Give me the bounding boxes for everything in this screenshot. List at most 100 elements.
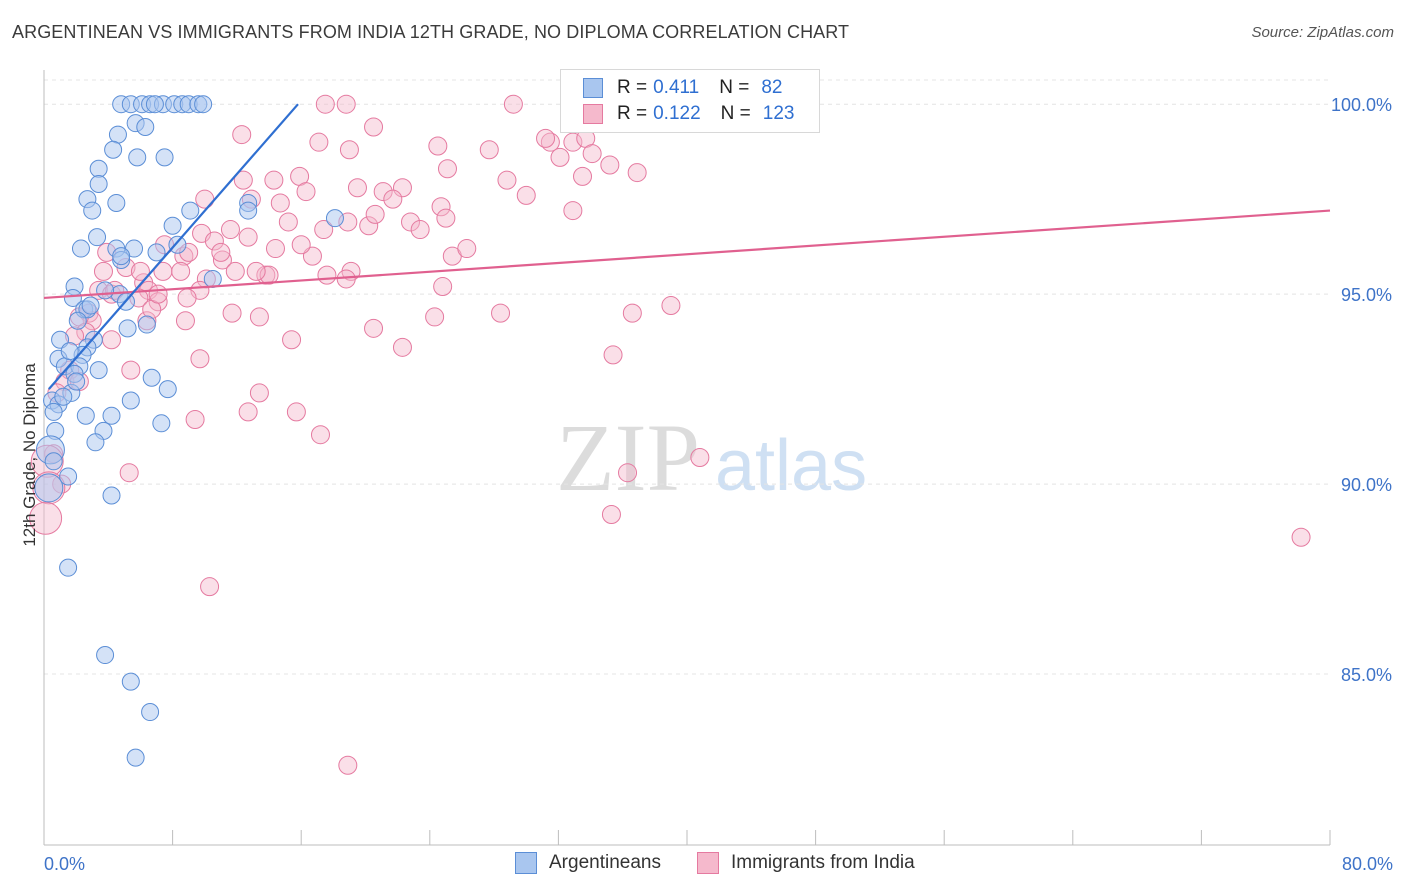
india-point [516, 185, 536, 205]
argentinean-point [44, 452, 63, 471]
india-point [296, 182, 316, 202]
y-tick-label: 100.0% [1331, 95, 1392, 115]
india-point [601, 504, 621, 524]
argentinean-point [88, 228, 107, 247]
india-point [336, 269, 356, 289]
y-tick-label: 95.0% [1341, 285, 1392, 305]
india-point [437, 159, 457, 179]
argentinean-point [137, 315, 156, 334]
legend-n-label: N = [720, 103, 751, 124]
argentinean-point [63, 288, 82, 307]
india-point [185, 410, 205, 430]
india-point [536, 128, 556, 148]
argentinean-point [89, 159, 108, 178]
india-point [249, 307, 269, 327]
india-point [190, 349, 210, 369]
legend-n-label: N = [719, 77, 750, 98]
argentinean-point [76, 406, 95, 425]
india-point [238, 227, 258, 247]
legend-row-argentineans: R = 0.411 N = 82 [583, 76, 783, 100]
argentinean-point [136, 117, 155, 136]
argentinean-point [89, 361, 108, 380]
argentinean-point [59, 467, 78, 486]
argentinean-point [107, 193, 126, 212]
india-point [282, 330, 302, 350]
india-point [491, 303, 511, 323]
india-trend-line [43, 209, 1331, 300]
legend-swatch-blue [583, 78, 603, 98]
y-axis-label: 12th Grade, No Diploma [20, 363, 39, 547]
india-point [29, 501, 63, 535]
source-label: Source: ZipAtlas.com [1251, 24, 1394, 41]
india-point [310, 425, 330, 445]
india-point [497, 170, 517, 190]
india-point [690, 448, 710, 467]
argentinean-point [68, 311, 87, 330]
india-point [627, 163, 647, 183]
india-point [661, 296, 681, 316]
india-point [148, 292, 168, 312]
india-point [119, 463, 139, 483]
legend-item-argentineans[interactable]: Argentineans [515, 852, 661, 874]
watermark-atlas: atlas [715, 426, 867, 506]
argentinean-point [142, 368, 161, 387]
india-point [563, 132, 583, 152]
india-point [238, 402, 258, 422]
india-point [102, 330, 122, 350]
india-point [1291, 527, 1311, 547]
india-point [457, 239, 477, 259]
india-point [582, 144, 602, 164]
argentinean-point [126, 748, 145, 767]
argentinean-point [145, 95, 164, 114]
india-point [347, 178, 367, 198]
india-point [563, 201, 583, 221]
india-point [428, 136, 448, 156]
india-point [233, 170, 253, 190]
india-point [212, 250, 232, 270]
india-point [622, 303, 642, 323]
argentinean-point [163, 216, 182, 235]
argentinean-point [81, 296, 100, 315]
argentinean-point [112, 247, 131, 266]
legend-item-india[interactable]: Immigrants from India [697, 852, 915, 874]
argentinean-point [71, 239, 90, 258]
india-point [259, 265, 279, 285]
argentinean-point [44, 402, 63, 421]
india-point [195, 189, 215, 209]
india-point [373, 182, 393, 202]
india-point [425, 307, 445, 327]
india-point [392, 337, 412, 357]
india-point [309, 132, 329, 152]
india-point [436, 208, 456, 228]
india-point [315, 94, 335, 114]
chart-title: ARGENTINEAN VS IMMIGRANTS FROM INDIA 12T… [12, 22, 850, 42]
india-point [225, 261, 245, 281]
argentineans-trend-line [47, 103, 299, 390]
india-point [171, 261, 191, 281]
india-point [249, 383, 269, 403]
india-point [220, 220, 240, 240]
legend-r-value: 0.411 [653, 77, 700, 98]
india-point [222, 303, 242, 323]
india-point [336, 94, 356, 114]
argentinean-point [147, 243, 166, 262]
india-point [291, 235, 311, 255]
india-point [121, 360, 141, 380]
india-point [433, 277, 453, 297]
argentinean-point [60, 342, 79, 361]
india-point [339, 140, 359, 160]
india-point [246, 261, 266, 281]
y-tick-label: 85.0% [1341, 665, 1392, 685]
india-point [618, 463, 638, 483]
india-point [175, 311, 195, 331]
argentinean-point [96, 281, 115, 300]
legend-n-value: 82 [761, 77, 783, 98]
india-point [479, 140, 499, 160]
x-tick-label-max: 80.0% [1342, 854, 1393, 874]
correlation-legend: R = 0.411 N = 82 R = 0.122 N = 123 [560, 69, 820, 133]
argentinean-point [89, 174, 108, 193]
argentinean-point [141, 703, 160, 722]
argentinean-point [325, 209, 344, 228]
india-point [93, 261, 113, 281]
argentinean-point [54, 387, 73, 406]
